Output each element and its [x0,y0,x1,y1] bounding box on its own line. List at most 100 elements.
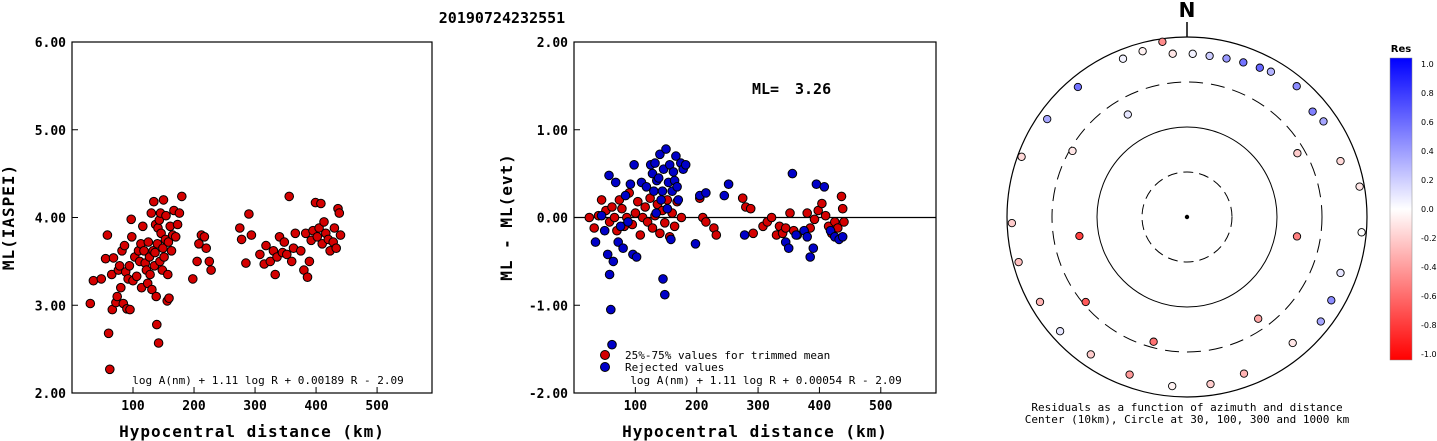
station-residual-point [1357,228,1366,237]
data-point [143,237,154,247]
data-point [244,209,254,219]
data-point [655,228,665,239]
data-point [85,298,96,309]
azimuth-residual-map: N Residuals as a function of azimuth and… [1006,0,1368,426]
data-point [329,223,340,233]
data-point [711,230,722,240]
data-point [589,223,600,233]
data-point [152,319,162,330]
data-point [617,203,627,214]
station-residual-point [1081,297,1090,307]
data-point [139,246,149,256]
data-point [96,274,107,284]
x-axis-title: Hypocentral distance (km) [622,422,888,441]
data-point [658,274,668,284]
station-residual-point [1288,338,1297,348]
epicenter-dot [1184,214,1190,220]
colorbar-tick-label: 0.2 [1421,176,1434,185]
station-residual-point [1149,337,1158,346]
colorbar-tick-label: 0.0 [1421,205,1434,214]
x-axis-title: Hypocentral distance (km) [119,422,385,441]
data-point [811,179,822,189]
data-point [642,217,653,227]
data-point [660,289,670,300]
data-point [701,217,711,227]
caption-line-2: Center (10km), Circle at 30, 100, 300 an… [1025,413,1350,426]
colorbar-tick-label: -0.8 [1421,321,1437,330]
data-point [131,271,142,282]
station-residual-point [1138,47,1147,56]
station-residual-point [1086,350,1095,359]
data-point [615,221,626,232]
data-point [284,191,295,202]
x-tick-label: 200 [182,399,206,414]
data-point [188,274,198,284]
data-point [839,217,849,227]
caption-line-1: Residuals as a function of azimuth and d… [1031,401,1342,414]
y-tick-label: -2.00 [529,387,568,402]
data-point [331,243,342,253]
station-residual-point [1292,82,1301,91]
data-point [119,240,130,251]
station-residual-point [1239,58,1248,67]
y-tick-label: 2.00 [537,36,568,51]
data-point [666,234,676,245]
data-point [163,269,173,280]
data-point [837,232,848,242]
data-point [607,339,617,350]
y-axis-title: ML - ML(evt) [497,153,516,281]
colorbar-tick-label: 0.4 [1421,147,1434,156]
data-point [631,252,642,262]
data-point [150,247,160,258]
circle-300km [1051,81,1323,353]
data-point [620,190,631,201]
data-point [149,196,159,207]
data-point [319,217,329,227]
data-point [640,202,651,212]
data-point [629,160,639,170]
data-point [635,230,646,240]
data-point [745,203,756,214]
station-residual-point [1292,232,1302,241]
data-point [100,253,111,264]
station-residual-point [1336,268,1345,278]
x-tick-label: 500 [869,399,893,414]
data-point [701,188,711,198]
data-point [241,258,251,268]
data-point [657,186,668,196]
data-point [660,218,670,228]
y-tick-label: 2.00 [35,387,66,402]
data-point [808,243,819,253]
ml-value: 3.26 [795,80,831,98]
data-point [312,232,323,242]
data-point [116,282,126,293]
data-point [599,225,610,236]
station-residual-point [1014,257,1023,267]
data-point [651,208,662,218]
data-point [112,291,122,302]
data-point [261,240,271,251]
residual-vs-distance-plot: 100 200 300 400 500 -2.00 -1.00 0.00 1.00 2.00 ML… [497,36,937,441]
data-point [656,195,666,205]
colorbar-title: Res [1391,44,1411,55]
colorbar-tick-label: -1.0 [1421,350,1437,359]
y-tick-label: 0.00 [537,212,568,227]
event-id-title: 20190724232551 [439,9,565,27]
colorbar-tick-label: 1.0 [1421,60,1434,69]
station-residual-point [1327,296,1336,305]
data-point [88,275,99,286]
data-point [671,151,681,161]
data-point [607,202,617,212]
station-residual-point [1266,67,1276,76]
circle-100km [1096,126,1278,308]
station-residual-point [1316,317,1325,326]
data-point [723,179,734,189]
x-tick-label: 100 [121,399,145,414]
y-tick-label: 3.00 [35,299,66,314]
data-point [194,239,204,249]
data-point [766,212,777,223]
data-point [791,230,801,240]
data-point [609,212,620,223]
data-point [177,191,187,202]
